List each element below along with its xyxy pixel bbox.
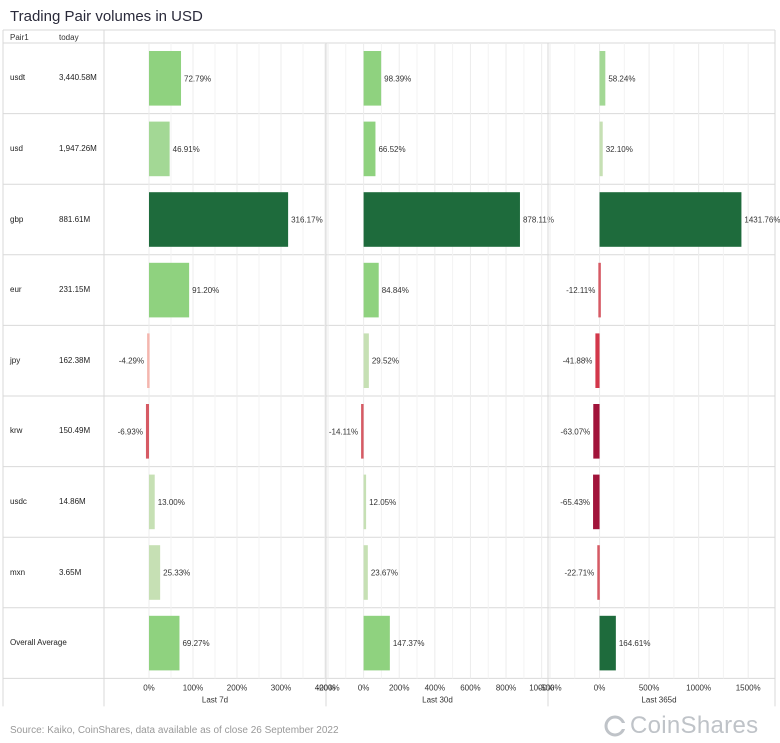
pair-label: usd xyxy=(10,143,23,153)
x-tick-label: 1500% xyxy=(736,683,761,692)
bar xyxy=(363,262,379,318)
bar xyxy=(149,192,289,247)
x-tick-label: -500% xyxy=(538,683,561,692)
x-tick-label: 400% xyxy=(425,683,445,692)
today-column-header: today xyxy=(59,33,79,42)
coinshares-c-icon xyxy=(604,715,626,737)
bar-chart: 0% 100% 200% 300% 400% Last 7d 72.79% 46.91% 316… xyxy=(2,29,780,707)
bar xyxy=(149,474,155,530)
bar-value-label: 316.17% xyxy=(291,216,323,225)
bar xyxy=(593,404,600,459)
x-tick-label: 1000% xyxy=(686,683,711,692)
today-volume: 3,440.58M xyxy=(59,73,97,83)
bar-value-label: 12.05% xyxy=(369,498,396,507)
axis-title: Last 30d xyxy=(422,695,453,704)
x-tick-label: 0% xyxy=(594,683,606,692)
axis-title: Last 365d xyxy=(641,695,676,704)
pair-label: krw xyxy=(10,426,23,436)
x-tick-label: 200% xyxy=(389,683,409,692)
bar xyxy=(149,121,170,177)
pair-column-header: Pair1 xyxy=(10,33,29,42)
bar-value-label: 23.67% xyxy=(371,569,398,578)
bar xyxy=(149,262,190,318)
today-volume: 14.86M xyxy=(59,496,86,506)
axis-title: Last 7d xyxy=(202,695,228,704)
bar xyxy=(149,615,180,671)
x-tick-label: 600% xyxy=(460,683,480,692)
bar-value-label: 84.84% xyxy=(382,286,409,295)
coinshares-logo: CoinShares xyxy=(604,712,758,740)
x-tick-label: 500% xyxy=(639,683,659,692)
pair-label: eur xyxy=(10,285,22,295)
bar-value-label: 1431.76% xyxy=(744,216,780,225)
x-tick-label: 0% xyxy=(143,683,155,692)
bar xyxy=(363,333,369,388)
bar-value-label: -4.29% xyxy=(119,357,144,366)
x-tick-label: 100% xyxy=(183,683,203,692)
source-note: Source: Kaiko, CoinShares, data availabl… xyxy=(10,725,339,736)
bar-value-label: -65.43% xyxy=(560,498,590,507)
x-tick-label: 400% xyxy=(315,683,335,692)
chart-title: Trading Pair volumes in USD xyxy=(10,8,203,25)
x-tick-label: 1000% xyxy=(529,683,554,692)
pair-label: gbp xyxy=(10,214,24,224)
pair-label: mxn xyxy=(10,567,26,577)
today-volume: 231.15M xyxy=(59,285,91,295)
bar-value-label: 69.27% xyxy=(182,639,209,648)
bar xyxy=(363,51,382,106)
bar-value-label: -12.11% xyxy=(566,286,595,295)
bar-value-label: -14.11% xyxy=(329,427,358,436)
logo-text: CoinShares xyxy=(630,712,759,739)
x-tick-label: 300% xyxy=(271,683,291,692)
bar-value-label: 13.00% xyxy=(158,498,185,507)
bar xyxy=(149,51,182,106)
pair-label: jpy xyxy=(10,355,21,365)
bar-value-label: 66.52% xyxy=(378,145,405,154)
bar-value-label: 32.10% xyxy=(606,145,633,154)
today-volume: 150.49M xyxy=(59,426,91,436)
x-tick-label: -200% xyxy=(316,683,339,692)
bar xyxy=(363,545,368,600)
bar xyxy=(599,615,616,671)
bar xyxy=(593,474,600,530)
pair-label: usdc xyxy=(10,496,27,506)
bar-value-label: 46.91% xyxy=(173,145,200,154)
bar-value-label: -22.71% xyxy=(564,569,594,578)
bar-value-label: -41.88% xyxy=(563,357,593,366)
x-tick-label: 0% xyxy=(358,683,370,692)
bar xyxy=(363,192,520,247)
today-volume: 881.61M xyxy=(59,214,91,224)
bar-value-label: 91.20% xyxy=(192,286,219,295)
bar-value-label: 29.52% xyxy=(372,357,399,366)
x-tick-label: 200% xyxy=(227,683,247,692)
pair-label: usdt xyxy=(10,73,26,83)
bar-value-label: 147.37% xyxy=(393,639,425,648)
bar xyxy=(145,404,149,459)
bar xyxy=(598,262,601,318)
bar xyxy=(149,545,161,600)
bar xyxy=(363,474,367,530)
bar xyxy=(595,333,600,388)
bar-value-label: -63.07% xyxy=(560,427,590,436)
bar-value-label: 878.11% xyxy=(523,216,554,225)
bar-value-label: 164.61% xyxy=(619,639,651,648)
bar xyxy=(599,192,742,247)
bar xyxy=(147,333,150,388)
bar-value-label: 58.24% xyxy=(608,74,635,83)
bar xyxy=(599,121,603,177)
bar-value-label: 25.33% xyxy=(163,569,190,578)
bar xyxy=(363,615,390,671)
bar-value-label: -6.93% xyxy=(118,427,143,436)
bar-value-label: 98.39% xyxy=(384,74,411,83)
x-tick-label: 800% xyxy=(496,683,516,692)
pair-label: Overall Average xyxy=(10,638,67,648)
bar xyxy=(597,545,600,600)
bar-value-label: 72.79% xyxy=(184,74,211,83)
bar xyxy=(361,404,364,459)
today-volume: 1,947.26M xyxy=(59,143,97,153)
today-volume: 162.38M xyxy=(59,355,91,365)
today-volume: 3.65M xyxy=(59,567,82,577)
bar xyxy=(363,121,376,177)
bar xyxy=(599,51,606,106)
